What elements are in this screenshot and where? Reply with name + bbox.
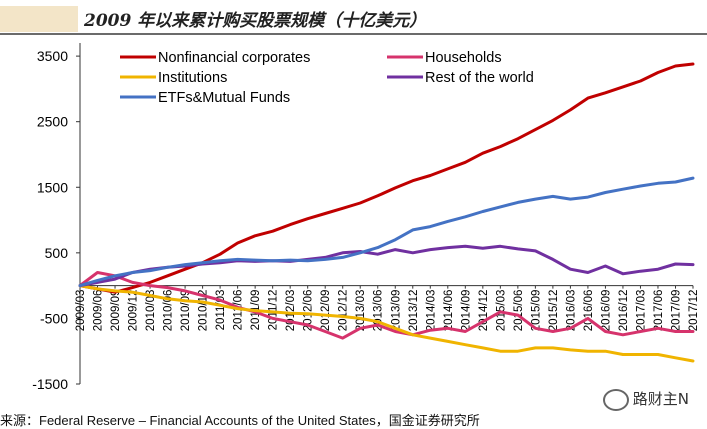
title-bar: 2009 年以来累计购买股票规模（十亿美元）	[0, 0, 707, 34]
chart-legend: Nonfinancial corporates Households Institu…	[120, 50, 534, 106]
chart: -1500 -500 500 1500 2500 3500 2009/03 2009/06 20…	[32, 43, 700, 392]
legend-label: ETFs&Mutual Funds	[158, 90, 290, 106]
x-tick-label: 2010/12	[198, 290, 210, 332]
x-tick-label: 2015/09	[530, 290, 542, 332]
source-note: 来源：Federal Reserve – Financial Accounts …	[0, 413, 480, 428]
x-tick-label: 2013/09	[390, 290, 402, 332]
x-tick-label: 2010/06	[163, 290, 175, 332]
x-tick-label: 2012/12	[338, 290, 350, 332]
legend-label: Households	[425, 50, 502, 66]
series-line-etfs-mutual-funds	[78, 176, 695, 288]
x-tick-label: 2016/12	[618, 290, 630, 332]
x-tick-label: 2010/03	[145, 290, 157, 332]
x-tick-label: 2009/03	[75, 290, 87, 332]
legend-label: Institutions	[158, 70, 227, 86]
x-tick-label: 2016/09	[600, 290, 612, 332]
x-tick-label: 2011/12	[268, 290, 280, 331]
title-decoration	[0, 6, 78, 32]
x-tick-label: 2015/03	[495, 290, 507, 332]
y-tick-label: -500	[40, 310, 68, 326]
x-tick-label: 2014/06	[443, 290, 455, 332]
x-tick-label: 2017/12	[688, 290, 700, 332]
y-tick-label: 3500	[37, 48, 68, 64]
x-tick-label: 2009/09	[110, 290, 122, 332]
chart-series	[78, 62, 695, 363]
x-tick-label: 2012/09	[320, 290, 332, 332]
x-tick-label: 2011/03	[215, 290, 227, 331]
title-divider	[0, 33, 707, 35]
series-line-nonfinancial-corporates	[78, 62, 695, 294]
y-tick-label: 500	[45, 245, 69, 261]
series-line-institutions	[78, 284, 695, 363]
x-tick-label: 2014/09	[460, 290, 472, 332]
legend-label: Rest of the world	[425, 70, 534, 86]
legend-label: Nonfinancial corporates	[158, 50, 310, 66]
x-tick-label: 2017/09	[670, 290, 682, 332]
series-line-households	[78, 271, 695, 340]
y-tick-label: 2500	[37, 114, 68, 130]
x-tick-label: 2016/06	[583, 290, 595, 332]
x-tick-label: 2017/03	[635, 290, 647, 332]
x-tick-label: 2012/06	[303, 290, 315, 332]
watermark-text: 路财主N	[632, 390, 689, 408]
x-tick-label: 2010/09	[180, 290, 192, 332]
x-tick-label: 2015/12	[548, 290, 560, 332]
y-tick-label: -1500	[32, 376, 68, 392]
x-tick-label: 2016/03	[565, 290, 577, 332]
x-tick-label: 2009/06	[93, 290, 105, 332]
wechat-icon	[602, 388, 629, 411]
x-tick-label: 2015/06	[513, 290, 525, 332]
watermark: 路财主N	[602, 388, 689, 411]
x-tick-label: 2013/03	[355, 290, 367, 332]
x-tick-label: 2017/06	[653, 290, 665, 332]
x-tick-label: 2009/12	[128, 290, 140, 332]
x-tick-label: 2014/03	[425, 290, 437, 332]
chart-title: 2009 年以来累计购买股票规模（十亿美元）	[84, 11, 427, 31]
x-tick-label: 2013/12	[408, 290, 420, 332]
x-tick-label: 2012/03	[285, 290, 297, 332]
y-tick-label: 1500	[37, 179, 68, 195]
